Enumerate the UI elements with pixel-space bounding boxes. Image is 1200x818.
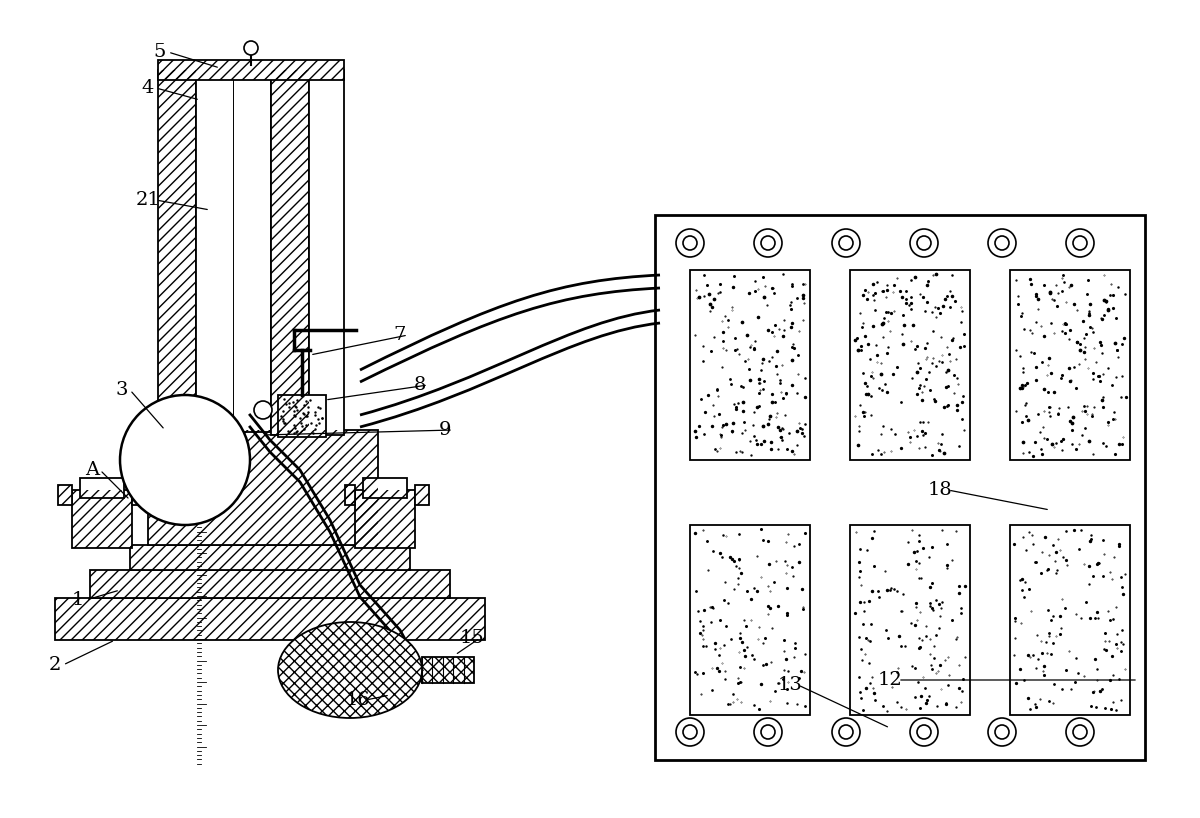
Text: 4: 4 <box>142 79 154 97</box>
Circle shape <box>839 236 853 250</box>
Circle shape <box>683 725 697 739</box>
Circle shape <box>910 718 938 746</box>
Bar <box>148 430 378 545</box>
Bar <box>72 490 132 548</box>
Bar <box>58 485 72 505</box>
Text: A: A <box>85 461 100 479</box>
Bar <box>90 570 450 598</box>
Circle shape <box>839 725 853 739</box>
Bar <box>158 70 196 435</box>
Circle shape <box>676 718 704 746</box>
Bar <box>422 657 474 683</box>
Circle shape <box>254 401 272 419</box>
Bar <box>55 598 485 640</box>
Bar <box>355 490 415 548</box>
Bar <box>158 70 196 435</box>
Bar <box>850 270 970 460</box>
Circle shape <box>244 41 258 55</box>
Bar <box>58 485 72 505</box>
Bar <box>1010 525 1130 715</box>
Circle shape <box>995 725 1009 739</box>
Circle shape <box>1073 725 1087 739</box>
Text: 13: 13 <box>778 676 803 694</box>
Bar <box>196 72 271 432</box>
Bar <box>415 485 430 505</box>
Bar <box>415 485 430 505</box>
Bar <box>271 70 310 435</box>
Bar <box>271 70 310 435</box>
Circle shape <box>832 229 860 257</box>
Bar <box>148 430 378 545</box>
Text: 5: 5 <box>154 43 166 61</box>
Text: 16: 16 <box>346 691 371 709</box>
Text: 8: 8 <box>414 376 426 394</box>
Circle shape <box>917 236 931 250</box>
Bar <box>158 60 344 80</box>
Text: 18: 18 <box>928 481 953 499</box>
Bar <box>690 525 810 715</box>
Circle shape <box>754 229 782 257</box>
Circle shape <box>761 236 775 250</box>
Bar <box>132 485 142 505</box>
Text: 1: 1 <box>72 591 84 609</box>
Bar <box>850 525 970 715</box>
Text: 21: 21 <box>136 191 161 209</box>
Bar <box>690 270 810 460</box>
Circle shape <box>917 725 931 739</box>
Circle shape <box>832 718 860 746</box>
Text: 9: 9 <box>439 421 451 439</box>
Text: 7: 7 <box>394 326 406 344</box>
Ellipse shape <box>278 622 422 718</box>
Circle shape <box>1073 236 1087 250</box>
Circle shape <box>995 236 1009 250</box>
Circle shape <box>1066 718 1094 746</box>
Bar <box>55 598 485 640</box>
Text: 15: 15 <box>460 629 485 647</box>
Bar <box>158 60 344 80</box>
Text: 3: 3 <box>115 381 128 399</box>
Bar <box>130 545 410 570</box>
Bar <box>355 490 415 548</box>
Text: 12: 12 <box>877 671 902 689</box>
Bar <box>310 70 344 435</box>
Bar <box>1010 270 1130 460</box>
Bar <box>72 490 132 548</box>
Bar <box>346 485 355 505</box>
Bar <box>132 485 142 505</box>
Circle shape <box>761 725 775 739</box>
Circle shape <box>910 229 938 257</box>
Bar <box>655 215 1145 760</box>
Bar <box>278 395 326 437</box>
Bar <box>90 570 450 598</box>
Circle shape <box>754 718 782 746</box>
Bar <box>130 545 410 570</box>
Circle shape <box>120 395 250 525</box>
Circle shape <box>683 236 697 250</box>
Bar <box>80 478 124 498</box>
Circle shape <box>1066 229 1094 257</box>
Circle shape <box>988 229 1016 257</box>
Bar <box>346 485 355 505</box>
Circle shape <box>676 229 704 257</box>
Bar <box>364 478 407 498</box>
Bar <box>422 657 474 683</box>
Circle shape <box>988 718 1016 746</box>
Text: 2: 2 <box>49 656 61 674</box>
